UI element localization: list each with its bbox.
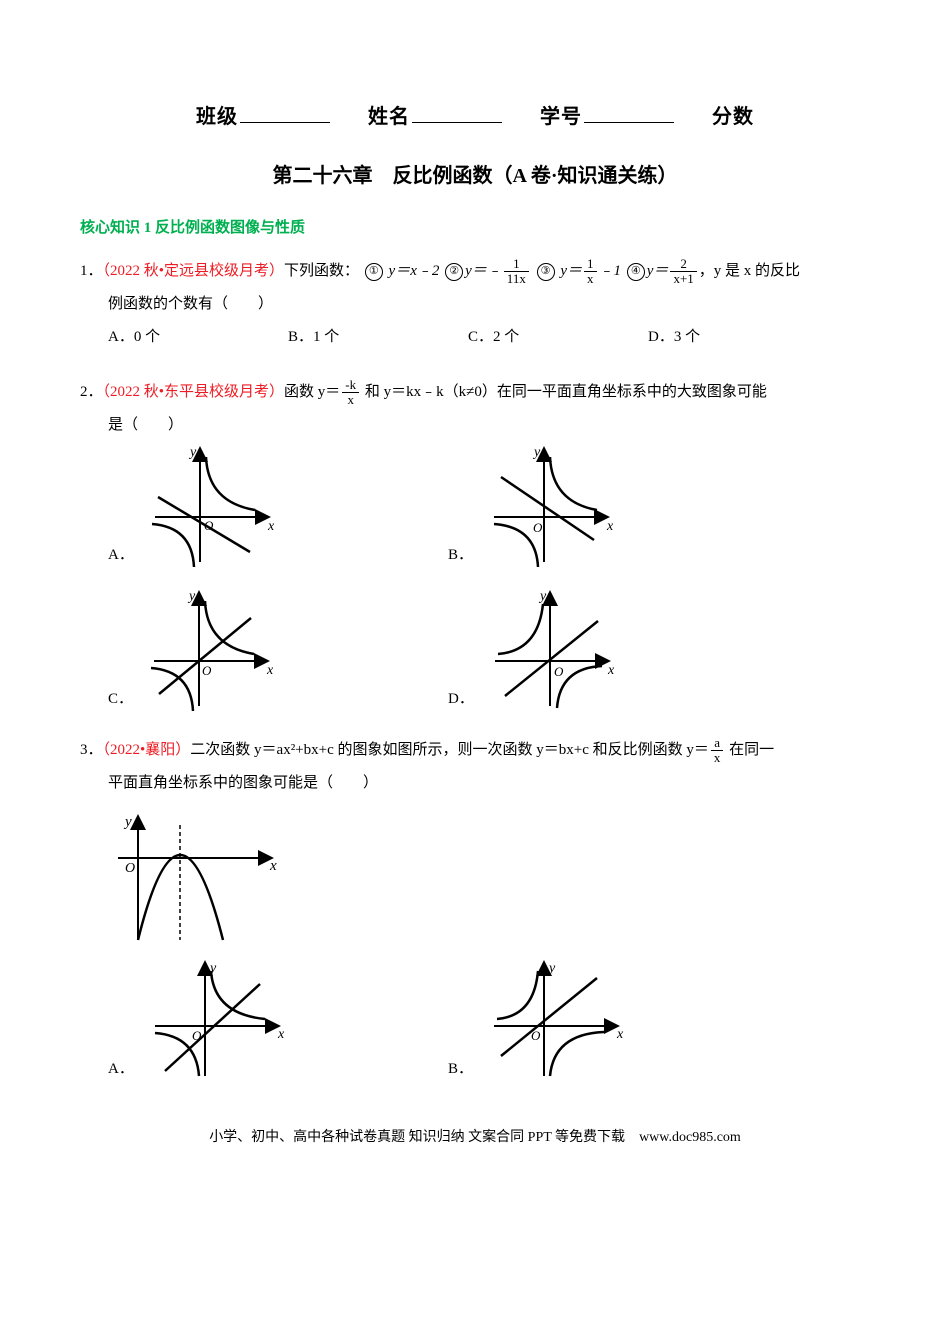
svg-text:y: y <box>188 445 197 460</box>
q3-row-ab: A． x y O B． <box>80 956 870 1086</box>
q2-opt-c-cell: C． x y O <box>108 586 448 716</box>
svg-text:x: x <box>607 663 615 678</box>
q2-opt-b-label: B． <box>448 539 473 572</box>
svg-text:x: x <box>269 858 277 874</box>
page: 班级 姓名 学号 分数 第二十六章 反比例函数（A 卷·知识通关练） 核心知识 … <box>0 0 950 1186</box>
name-blank <box>412 104 502 123</box>
q3-number: 3． <box>80 742 103 758</box>
svg-text:y: y <box>187 589 196 604</box>
q2-opt-d-label: D． <box>448 683 474 716</box>
q1-opt-d: D．3 个 <box>648 321 828 354</box>
q2-opt-d-cell: D． x y O <box>448 586 788 716</box>
q3-opt-a-cell: A． x y O <box>108 956 448 1086</box>
q2-graph-b: x y O <box>479 442 619 572</box>
svg-text:x: x <box>616 1027 624 1042</box>
q2-graph-c: x y O <box>139 586 279 716</box>
svg-text:x: x <box>266 663 274 678</box>
q1-f3pre: y＝ <box>557 263 582 279</box>
q1-opt-a: A．0 个 <box>108 321 288 354</box>
q3-text-b: 在同一 <box>725 742 774 758</box>
q3-opt-a-label: A． <box>108 1053 134 1086</box>
q1-circ-3: ③ <box>537 263 555 281</box>
svg-text:O: O <box>533 520 543 535</box>
svg-text:O: O <box>202 663 212 678</box>
page-title: 第二十六章 反比例函数（A 卷·知识通关练） <box>80 159 870 188</box>
q2-text-c: 是（ ） <box>80 409 870 442</box>
q1-text-b: ，y 是 x 的反比 <box>699 263 800 279</box>
q1-number: 1． <box>80 263 103 279</box>
header-fields: 班级 姓名 学号 分数 <box>80 100 870 129</box>
q1-text-a: 下列函数： <box>284 263 359 279</box>
q2-text-b: 和 y＝kx﹣k（k≠0）在同一平面直角坐标系中的大致图象可能 <box>361 384 767 400</box>
q2-source: （2022 秋•东平县校级月考） <box>103 384 285 400</box>
footer-text: 小学、初中、高中各种试卷真题 知识归纳 文案合同 PPT 等免费下载 <box>209 1130 639 1145</box>
q2-graph-a: x y O <box>140 442 280 572</box>
q1-frac2: 111x <box>504 257 529 287</box>
footer-url: www.doc985.com <box>639 1130 741 1145</box>
q2-number: 2． <box>80 384 103 400</box>
q3-frac: ax <box>711 736 724 766</box>
q2-opt-a-cell: A． x y O <box>108 442 448 572</box>
q1-opt-c: C．2 个 <box>468 321 648 354</box>
q3-text-c: 平面直角坐标系中的图象可能是（ ） <box>80 767 870 800</box>
q2-opt-b-cell: B． x y O <box>448 442 788 572</box>
q1-circ-4: ④ <box>627 263 645 281</box>
id-blank <box>584 104 674 123</box>
q1-opt-b: B．1 个 <box>288 321 468 354</box>
q2-opt-c-label: C． <box>108 683 133 716</box>
question-2: 2．（2022 秋•东平县校级月考）函数 y＝-kx 和 y＝kx﹣k（k≠0）… <box>80 376 870 716</box>
q1-circ-1: ① <box>365 263 383 281</box>
q1-circ-2: ② <box>445 263 463 281</box>
q2-row-ab: A． x y O <box>80 442 870 572</box>
question-3: 3．（2022•襄阳）二次函数 y＝ax²+bx+c 的图象如图所示，则一次函数… <box>80 734 870 1086</box>
score-label: 分数 <box>712 106 754 128</box>
q1-f2pre: y＝﹣ <box>465 263 502 279</box>
svg-text:x: x <box>606 519 614 534</box>
class-label: 班级 <box>196 106 238 128</box>
q1-f4pre: y＝ <box>647 263 669 279</box>
q2-graph-d: x y O <box>480 586 620 716</box>
q1-source: （2022 秋•定远县校级月考） <box>103 263 285 279</box>
svg-text:O: O <box>554 664 564 679</box>
question-1: 1．（2022 秋•定远县校级月考）下列函数： ① y＝x﹣2 ②y＝﹣111x… <box>80 255 870 358</box>
svg-text:O: O <box>125 861 135 876</box>
q3-opt-b-label: B． <box>448 1053 473 1086</box>
id-label: 学号 <box>540 106 582 128</box>
svg-text:x: x <box>267 519 275 534</box>
q3-graph-a: x y O <box>140 956 290 1086</box>
svg-text:y: y <box>538 589 547 604</box>
q2-frac: -kx <box>342 378 359 408</box>
q3-source: （2022•襄阳） <box>103 742 191 758</box>
svg-text:y: y <box>547 961 556 976</box>
q2-opt-a-label: A． <box>108 539 134 572</box>
page-footer: 小学、初中、高中各种试卷真题 知识归纳 文案合同 PPT 等免费下载 www.d… <box>80 1126 870 1146</box>
q1-frac4: 2x+1 <box>670 257 696 287</box>
q1-frac3: 1x <box>584 257 597 287</box>
q2-text-a: 函数 y＝ <box>284 384 340 400</box>
q1-options: A．0 个 B．1 个 C．2 个 D．3 个 <box>80 321 870 358</box>
q1-text-c: 例函数的个数有（ ） <box>80 288 870 321</box>
section-heading: 核心知识 1 反比例函数图像与性质 <box>80 216 870 237</box>
q3-graph-b: x y O <box>479 956 629 1086</box>
class-blank <box>240 104 330 123</box>
q3-text-a: 二次函数 y＝ax²+bx+c 的图象如图所示，则一次函数 y＝bx+c 和反比… <box>190 742 709 758</box>
q3-opt-b-cell: B． x y O <box>448 956 788 1086</box>
q3-parabola: x y O <box>108 810 278 950</box>
name-label: 姓名 <box>368 106 410 128</box>
q1-f3post: ﹣1 <box>599 263 622 279</box>
q1-f1: y＝x﹣2 <box>385 263 440 279</box>
q2-row-cd: C． x y O D． x y <box>80 586 870 716</box>
q3-given-graph: x y O <box>80 810 870 950</box>
svg-text:y: y <box>123 814 132 830</box>
svg-text:x: x <box>277 1027 285 1042</box>
svg-text:y: y <box>532 445 541 460</box>
